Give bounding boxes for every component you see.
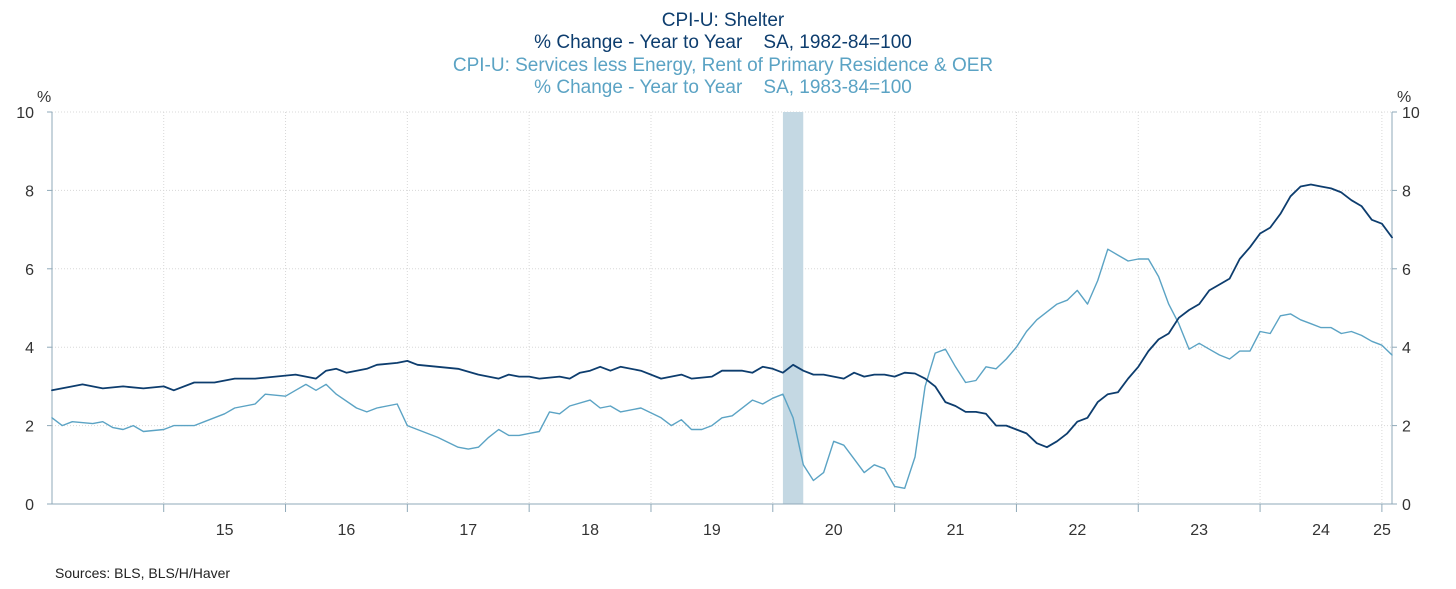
y-tick-label-right: 6: [1402, 262, 1411, 279]
y-tick-label-left: 2: [25, 419, 34, 436]
x-tick-label: 22: [1068, 522, 1086, 539]
y-tick-label-right: 10: [1402, 105, 1420, 122]
x-tick-label: 17: [459, 522, 477, 539]
series-line-shelter: [51, 183, 1393, 449]
chart-titles: CPI-U: Shelter % Change - Year to Year S…: [453, 10, 993, 98]
source-note: Sources: BLS, BLS/H/Haver: [55, 565, 230, 581]
x-tick-label: 18: [581, 522, 599, 539]
y-tick-label-right: 0: [1402, 497, 1411, 514]
series-lines: [51, 183, 1393, 489]
left-axis-unit: %: [37, 89, 51, 106]
recession-band-group: [782, 112, 804, 504]
x-tick-label: 25: [1373, 522, 1391, 539]
recession-band: [782, 112, 804, 504]
chart-title-services: CPI-U: Services less Energy, Rent of Pri…: [453, 55, 993, 76]
x-tick-label: 21: [947, 522, 965, 539]
right-axis-unit: %: [1397, 89, 1411, 106]
y-tick-label-left: 8: [25, 183, 34, 200]
x-tick-label: 15: [216, 522, 234, 539]
y-tick-label-right: 8: [1402, 183, 1411, 200]
chart-subtitle-shelter: % Change - Year to Year SA, 1982-84=100: [534, 32, 912, 53]
x-tick-label: 19: [703, 522, 721, 539]
x-tick-label: 16: [338, 522, 356, 539]
x-tick-label: 20: [825, 522, 843, 539]
y-tick-label-right: 4: [1402, 340, 1411, 357]
axes: [47, 111, 1397, 512]
gridlines: [52, 111, 1392, 504]
chart-title-shelter: CPI-U: Shelter: [662, 10, 785, 31]
series-line-services: [51, 248, 1393, 489]
y-tick-label-left: 4: [25, 340, 34, 357]
y-tick-label-left: 0: [25, 497, 34, 514]
x-tick-label: 24: [1312, 522, 1330, 539]
y-tick-label-left: 10: [16, 105, 34, 122]
y-tick-label-right: 2: [1402, 419, 1411, 436]
chart-subtitle-services: % Change - Year to Year SA, 1983-84=100: [534, 77, 912, 98]
x-tick-label: 23: [1190, 522, 1208, 539]
y-tick-label-left: 6: [25, 262, 34, 279]
